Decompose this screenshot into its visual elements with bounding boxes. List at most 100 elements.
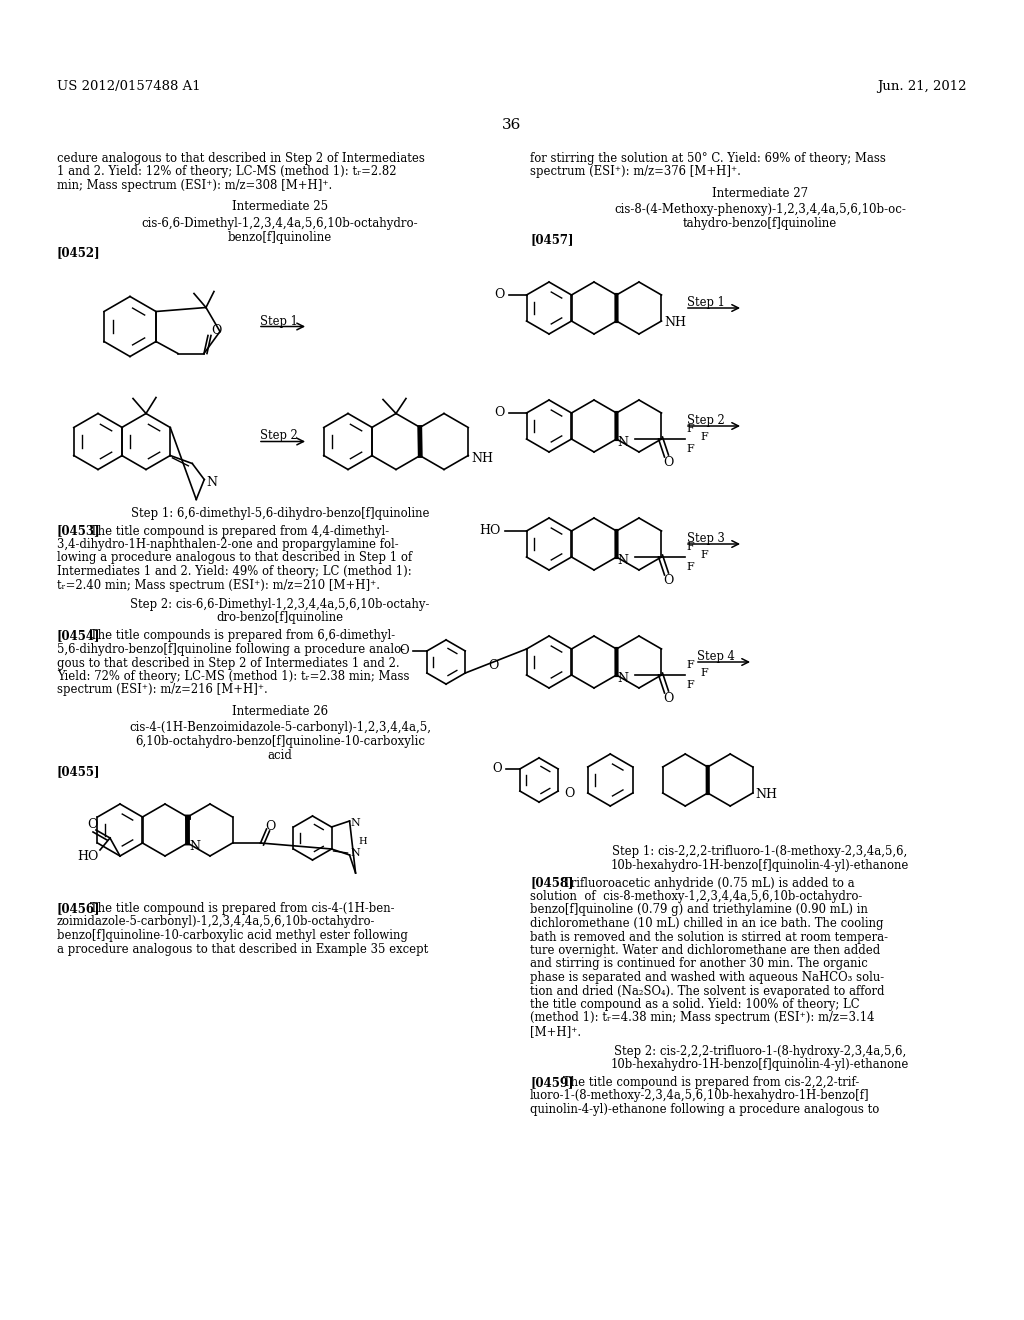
Text: Step 2: Step 2	[687, 414, 725, 426]
Text: dichloromethane (10 mL) chilled in an ice bath. The cooling: dichloromethane (10 mL) chilled in an ic…	[530, 917, 884, 931]
Text: NH: NH	[756, 788, 778, 801]
Text: N: N	[617, 553, 629, 566]
Text: a procedure analogous to that described in Example 35 except: a procedure analogous to that described …	[57, 942, 428, 956]
Text: Step 4: Step 4	[697, 649, 735, 663]
Text: luoro-1-(8-methoxy-2,3,4a,5,6,10b-hexahydro-1H-benzo[f]: luoro-1-(8-methoxy-2,3,4a,5,6,10b-hexahy…	[530, 1089, 869, 1102]
Text: min; Mass spectrum (ESI⁺): m/z=308 [M+H]⁺.: min; Mass spectrum (ESI⁺): m/z=308 [M+H]…	[57, 180, 332, 191]
Text: N: N	[350, 818, 360, 828]
Text: O: O	[495, 407, 505, 420]
Text: solution  of  cis-8-methoxy-1,2,3,4,4a,5,6,10b-octahydro-: solution of cis-8-methoxy-1,2,3,4,4a,5,6…	[530, 890, 862, 903]
Text: The title compound is prepared from cis-4-(1H-ben-: The title compound is prepared from cis-…	[90, 902, 394, 915]
Text: O: O	[399, 644, 409, 657]
Text: dro-benzo[f]quinoline: dro-benzo[f]quinoline	[216, 611, 344, 624]
Text: NH: NH	[471, 451, 494, 465]
Text: Yield: 72% of theory; LC-MS (method 1): tᵣ=2.38 min; Mass: Yield: 72% of theory; LC-MS (method 1): …	[57, 671, 410, 682]
Text: O: O	[564, 787, 574, 800]
Text: Step 3: Step 3	[687, 532, 725, 545]
Text: F: F	[686, 680, 694, 690]
Text: Step 1: Step 1	[687, 296, 725, 309]
Text: O: O	[493, 763, 502, 775]
Text: the title compound as a solid. Yield: 100% of theory; LC: the title compound as a solid. Yield: 10…	[530, 998, 859, 1011]
Text: HO: HO	[479, 524, 501, 537]
Text: tahydro-benzo[f]quinoline: tahydro-benzo[f]quinoline	[683, 216, 838, 230]
Text: O: O	[211, 323, 221, 337]
Text: Step 2: cis-6,6-Dimethyl-1,2,3,4,4a,5,6,10b-octahy-: Step 2: cis-6,6-Dimethyl-1,2,3,4,4a,5,6,…	[130, 598, 430, 611]
Text: F: F	[700, 668, 709, 678]
Text: cis-4-(1H-Benzoimidazole-5-carbonyl)-1,2,3,4,4a,5,: cis-4-(1H-Benzoimidazole-5-carbonyl)-1,2…	[129, 721, 431, 734]
Text: N: N	[617, 436, 629, 449]
Text: Step 2: cis-2,2,2-trifluoro-1-(8-hydroxy-2,3,4a,5,6,: Step 2: cis-2,2,2-trifluoro-1-(8-hydroxy…	[613, 1044, 906, 1057]
Text: Step 1: 6,6-dimethyl-5,6-dihydro-benzo[f]quinoline: Step 1: 6,6-dimethyl-5,6-dihydro-benzo[f…	[131, 507, 429, 520]
Text: [0456]: [0456]	[57, 902, 100, 915]
Text: 5,6-dihydro-benzo[f]quinoline following a procedure analo-: 5,6-dihydro-benzo[f]quinoline following …	[57, 643, 406, 656]
Text: The title compound is prepared from 4,4-dimethyl-: The title compound is prepared from 4,4-…	[90, 524, 389, 537]
Text: H: H	[358, 837, 368, 846]
Text: [M+H]⁺.: [M+H]⁺.	[530, 1026, 582, 1038]
Text: (method 1): tᵣ=4.38 min; Mass spectrum (ESI⁺): m/z=3.14: (method 1): tᵣ=4.38 min; Mass spectrum (…	[530, 1011, 874, 1024]
Text: benzo[f]quinoline: benzo[f]quinoline	[228, 231, 332, 243]
Text: zoimidazole-5-carbonyl)-1,2,3,4,4a,5,6,10b-octahydro-: zoimidazole-5-carbonyl)-1,2,3,4,4a,5,6,1…	[57, 916, 376, 928]
Text: N: N	[189, 840, 201, 853]
Text: F: F	[686, 660, 694, 671]
Text: Intermediate 27: Intermediate 27	[712, 187, 808, 201]
Text: 1 and 2. Yield: 12% of theory; LC-MS (method 1): tᵣ=2.82: 1 and 2. Yield: 12% of theory; LC-MS (me…	[57, 165, 396, 178]
Text: N: N	[206, 477, 217, 488]
Text: O: O	[265, 821, 275, 833]
Text: bath is removed and the solution is stirred at room tempera-: bath is removed and the solution is stir…	[530, 931, 888, 944]
Text: HO: HO	[78, 850, 98, 862]
Text: 6,10b-octahydro-benzo[f]quinoline-10-carboxylic: 6,10b-octahydro-benzo[f]quinoline-10-car…	[135, 735, 425, 748]
Text: 10b-hexahydro-1H-benzo[f]quinolin-4-yl)-ethanone: 10b-hexahydro-1H-benzo[f]quinolin-4-yl)-…	[610, 858, 909, 871]
Text: 3,4-dihydro-1H-naphthalen-2-one and propargylamine fol-: 3,4-dihydro-1H-naphthalen-2-one and prop…	[57, 539, 398, 550]
Text: [0459]: [0459]	[530, 1076, 573, 1089]
Text: Step 1: cis-2,2,2-trifluoro-1-(8-methoxy-2,3,4a,5,6,: Step 1: cis-2,2,2-trifluoro-1-(8-methoxy…	[612, 845, 907, 858]
Text: F: F	[700, 550, 709, 560]
Text: NH: NH	[665, 317, 686, 330]
Text: US 2012/0157488 A1: US 2012/0157488 A1	[57, 81, 201, 92]
Text: [0452]: [0452]	[57, 247, 100, 260]
Text: O: O	[488, 659, 499, 672]
Text: tᵣ=2.40 min; Mass spectrum (ESI⁺): m/z=210 [M+H]⁺.: tᵣ=2.40 min; Mass spectrum (ESI⁺): m/z=2…	[57, 578, 380, 591]
Text: spectrum (ESI⁺): m/z=216 [M+H]⁺.: spectrum (ESI⁺): m/z=216 [M+H]⁺.	[57, 684, 267, 697]
Text: N: N	[617, 672, 629, 685]
Text: benzo[f]quinoline (0.79 g) and triethylamine (0.90 mL) in: benzo[f]quinoline (0.79 g) and triethyla…	[530, 903, 868, 916]
Text: [0457]: [0457]	[530, 234, 573, 246]
Text: F: F	[686, 424, 694, 434]
Text: F: F	[686, 543, 694, 552]
Text: spectrum (ESI⁺): m/z=376 [M+H]⁺.: spectrum (ESI⁺): m/z=376 [M+H]⁺.	[530, 165, 741, 178]
Text: tion and dried (Na₂SO₄). The solvent is evaporated to afford: tion and dried (Na₂SO₄). The solvent is …	[530, 985, 885, 998]
Text: Intermediate 25: Intermediate 25	[232, 201, 328, 214]
Text: 10b-hexahydro-1H-benzo[f]quinolin-4-yl)-ethanone: 10b-hexahydro-1H-benzo[f]quinolin-4-yl)-…	[610, 1059, 909, 1071]
Text: O: O	[87, 817, 97, 830]
Text: Intermediates 1 and 2. Yield: 49% of theory; LC (method 1):: Intermediates 1 and 2. Yield: 49% of the…	[57, 565, 412, 578]
Text: cedure analogous to that described in Step 2 of Intermediates: cedure analogous to that described in St…	[57, 152, 425, 165]
Text: cis-8-(4-Methoxy-phenoxy)-1,2,3,4,4a,5,6,10b-oc-: cis-8-(4-Methoxy-phenoxy)-1,2,3,4,4a,5,6…	[614, 203, 906, 216]
Text: phase is separated and washed with aqueous NaHCO₃ solu-: phase is separated and washed with aqueo…	[530, 972, 884, 983]
Text: cis-6,6-Dimethyl-1,2,3,4,4a,5,6,10b-octahydro-: cis-6,6-Dimethyl-1,2,3,4,4a,5,6,10b-octa…	[141, 216, 419, 230]
Text: [0458]: [0458]	[530, 876, 573, 890]
Text: benzo[f]quinoline-10-carboxylic acid methyl ester following: benzo[f]quinoline-10-carboxylic acid met…	[57, 929, 408, 942]
Text: [0454]: [0454]	[57, 630, 100, 643]
Text: O: O	[664, 693, 674, 705]
Text: F: F	[686, 562, 694, 572]
Text: Step 1: Step 1	[260, 314, 298, 327]
Text: gous to that described in Step 2 of Intermediates 1 and 2.: gous to that described in Step 2 of Inte…	[57, 656, 399, 669]
Text: Trifluoroacetic anhydride (0.75 mL) is added to a: Trifluoroacetic anhydride (0.75 mL) is a…	[563, 876, 855, 890]
Text: [0453]: [0453]	[57, 524, 100, 537]
Text: ture overnight. Water and dichloromethane are then added: ture overnight. Water and dichloromethan…	[530, 944, 881, 957]
Text: lowing a procedure analogous to that described in Step 1 of: lowing a procedure analogous to that des…	[57, 552, 412, 565]
Text: O: O	[664, 574, 674, 587]
Text: and stirring is continued for another 30 min. The organic: and stirring is continued for another 30…	[530, 957, 867, 970]
Text: O: O	[664, 457, 674, 470]
Text: The title compounds is prepared from 6,6-dimethyl-: The title compounds is prepared from 6,6…	[90, 630, 395, 643]
Text: [0455]: [0455]	[57, 766, 100, 777]
Text: for stirring the solution at 50° C. Yield: 69% of theory; Mass: for stirring the solution at 50° C. Yiel…	[530, 152, 886, 165]
Text: The title compound is prepared from cis-2,2,2-trif-: The title compound is prepared from cis-…	[563, 1076, 859, 1089]
Text: quinolin-4-yl)-ethanone following a procedure analogous to: quinolin-4-yl)-ethanone following a proc…	[530, 1104, 880, 1115]
Text: F: F	[686, 444, 694, 454]
Text: O: O	[495, 289, 505, 301]
Text: Step 2: Step 2	[260, 429, 298, 442]
Text: acid: acid	[267, 748, 293, 762]
Text: Jun. 21, 2012: Jun. 21, 2012	[878, 81, 967, 92]
Text: 36: 36	[503, 117, 521, 132]
Text: N: N	[350, 847, 360, 858]
